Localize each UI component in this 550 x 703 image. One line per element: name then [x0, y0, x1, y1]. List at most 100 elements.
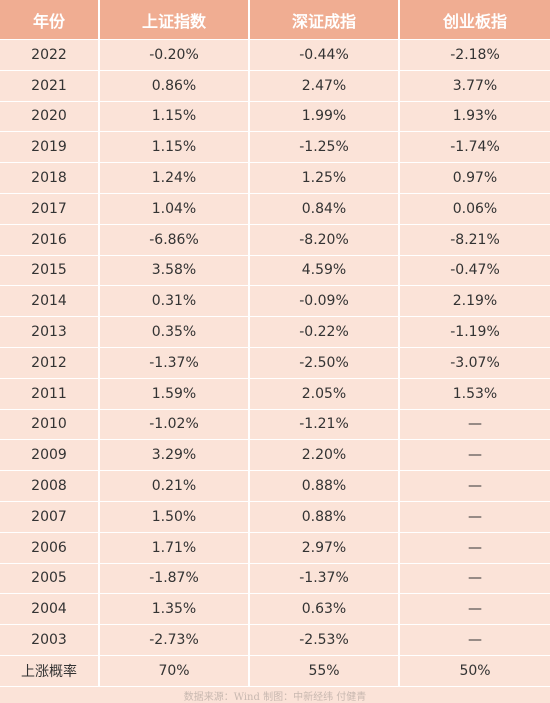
table-cell: 0.21% [100, 471, 250, 501]
table-cell: -8.20% [250, 224, 400, 255]
table-cell: 0.88% [250, 501, 400, 532]
table-row: 上涨概率 70% 55% 50% [0, 655, 550, 687]
source-note: 数据来源：Wind 制图：中新经纬 付健青 [183, 692, 367, 703]
table-row: 2018 1.24% 1.25% 0.97% [0, 163, 550, 194]
table-cell: -1.87% [100, 563, 250, 594]
table-row: 2021 0.86% 2.47% 3.77% [0, 70, 550, 102]
table-cell: 2019 [0, 132, 100, 163]
table-cell: 3.58% [100, 255, 250, 286]
table-cell: 2012 [0, 347, 100, 378]
table-cell: 50% [459, 662, 491, 679]
table-cell: -1.21% [250, 409, 400, 440]
table-cell: 1.25% [250, 163, 400, 193]
table-cell: -2.18% [450, 46, 500, 63]
table-cell: -2.53% [250, 625, 400, 655]
header-cell: 上证指数 [100, 0, 250, 39]
table-cell: -0.09% [250, 286, 400, 317]
table-cell: 2010 [0, 409, 100, 440]
table-row: 2005 -1.87% -1.37% — [0, 563, 550, 595]
table-cell: 1.99% [250, 101, 400, 132]
table-cell: — [468, 632, 482, 649]
header-cell: 年份 [0, 0, 100, 39]
table-row: 2010 -1.02% -1.21% — [0, 409, 550, 441]
table-cell: 0.84% [250, 193, 400, 224]
table-cell: -0.22% [250, 317, 400, 347]
table-cell: 2008 [0, 471, 100, 501]
table-cell: 0.31% [100, 286, 250, 317]
table-cell: 2009 [0, 440, 100, 471]
table-cell: 1.24% [100, 163, 250, 193]
table-cell: -8.21% [450, 231, 500, 248]
table-cell: 2.20% [250, 440, 400, 471]
table-cell: 2006 [0, 532, 100, 563]
table-row: 2016 -6.86% -8.20% -8.21% [0, 224, 550, 256]
table-row: 2015 3.58% 4.59% -0.47% [0, 255, 550, 287]
table-row: 2019 1.15% -1.25% -1.74% [0, 132, 550, 164]
table-cell: — [468, 570, 482, 587]
table-row: 2004 1.35% 0.63% — [0, 594, 550, 626]
table-cell: 0.97% [452, 170, 498, 187]
table-cell: 2.19% [452, 293, 498, 310]
table-cell: -0.20% [100, 40, 250, 70]
table-cell: — [468, 601, 482, 618]
table-cell: 2004 [0, 594, 100, 625]
table-cell: 2003 [0, 625, 100, 655]
table-row: 2012 -1.37% -2.50% -3.07% [0, 347, 550, 379]
table-cell: 2.97% [250, 532, 400, 563]
table-row: 2022 -0.20% -0.44% -2.18% [0, 40, 550, 71]
table-cell: 0.88% [250, 471, 400, 501]
table-cell: -0.44% [250, 40, 400, 70]
table-cell: — [468, 508, 482, 525]
table-cell: 3.29% [100, 440, 250, 471]
table-cell: 上涨概率 [0, 655, 100, 686]
table-cell: 0.63% [250, 594, 400, 625]
table-row: 2008 0.21% 0.88% — [0, 471, 550, 502]
table-row: 2007 1.50% 0.88% — [0, 501, 550, 533]
header-cell: 深证成指 [250, 0, 400, 39]
table-row: 2014 0.31% -0.09% 2.19% [0, 286, 550, 318]
table-cell: 2013 [0, 317, 100, 347]
table-cell: -1.74% [450, 139, 500, 156]
table-cell: 1.15% [100, 101, 250, 132]
table-cell: 0.86% [100, 70, 250, 101]
table-cell: 70% [100, 655, 250, 686]
table-cell: — [468, 539, 482, 556]
table: 年份 上证指数 深证成指 创业板指 2022 -0.20% -0.44% -2.18% 2021… [0, 0, 550, 687]
table-cell: 1.50% [100, 501, 250, 532]
table-cell: 1.71% [100, 532, 250, 563]
table-cell: 1.35% [100, 594, 250, 625]
table-cell: -2.50% [250, 347, 400, 378]
table-cell: — [468, 478, 482, 495]
table-cell: 2.05% [250, 378, 400, 409]
table-row: 2009 3.29% 2.20% — [0, 440, 550, 472]
table-cell: 2015 [0, 255, 100, 286]
table-row: 2020 1.15% 1.99% 1.93% [0, 101, 550, 133]
table-cell: 1.04% [100, 193, 250, 224]
table-row: 2017 1.04% 0.84% 0.06% [0, 193, 550, 225]
table-cell: -1.37% [100, 347, 250, 378]
table-cell: 2011 [0, 378, 100, 409]
table-cell: 2017 [0, 193, 100, 224]
table-cell: 2020 [0, 101, 100, 132]
table-cell: 2.47% [250, 70, 400, 101]
table-cell: 2018 [0, 163, 100, 193]
table-cell: — [468, 447, 482, 464]
table-cell: 2007 [0, 501, 100, 532]
header-row: 年份 上证指数 深证成指 创业板指 [0, 0, 550, 40]
table-cell: 1.93% [452, 108, 498, 125]
table-cell: 1.15% [100, 132, 250, 163]
table-cell: 1.59% [100, 378, 250, 409]
table-cell: -1.25% [250, 132, 400, 163]
table-cell: 2016 [0, 224, 100, 255]
table-cell: -1.02% [100, 409, 250, 440]
table-cell: -0.47% [450, 262, 500, 279]
table-cell: -6.86% [100, 224, 250, 255]
table-cell: 0.06% [452, 200, 498, 217]
table-cell: 2005 [0, 563, 100, 594]
table-cell: -3.07% [450, 354, 500, 371]
table-row: 2013 0.35% -0.22% -1.19% [0, 317, 550, 348]
table-cell: 2014 [0, 286, 100, 317]
header-cell: 创业板指 [442, 11, 507, 31]
table-row: 2006 1.71% 2.97% — [0, 532, 550, 564]
